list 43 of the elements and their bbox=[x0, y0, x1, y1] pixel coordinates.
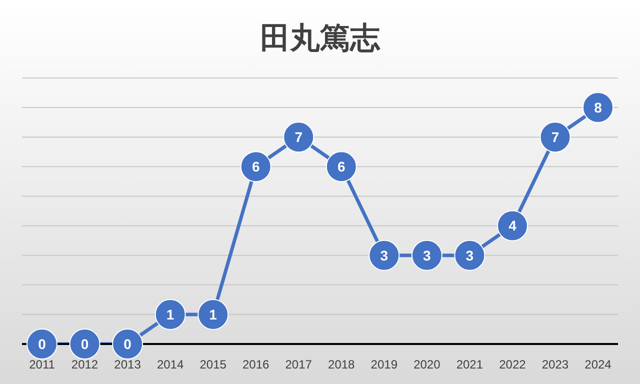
point bbox=[26, 328, 58, 360]
point bbox=[198, 298, 229, 330]
data-label: 0 bbox=[80, 336, 89, 352]
point bbox=[240, 151, 272, 182]
data-label: 0 bbox=[124, 336, 132, 352]
point bbox=[540, 122, 571, 153]
x-tick-label: 2018 bbox=[328, 358, 356, 372]
data-label: 4 bbox=[508, 218, 517, 234]
point bbox=[582, 92, 614, 124]
point bbox=[112, 328, 144, 360]
data-label: 1 bbox=[209, 306, 218, 322]
point bbox=[454, 240, 486, 271]
point bbox=[283, 122, 314, 153]
data-label: 3 bbox=[466, 247, 474, 264]
point bbox=[368, 240, 400, 271]
x-tick-label: 2023 bbox=[542, 358, 569, 372]
x-tick-label: 2024 bbox=[584, 358, 612, 372]
point bbox=[496, 210, 528, 242]
data-label: 8 bbox=[594, 100, 602, 116]
x-tick-label: 2015 bbox=[200, 358, 227, 372]
x-tick-label: 2017 bbox=[285, 358, 312, 372]
x-tick-label: 2019 bbox=[370, 358, 398, 372]
data-label: 6 bbox=[337, 158, 346, 175]
data-label: 3 bbox=[380, 247, 388, 264]
point bbox=[411, 240, 442, 271]
data-label: 6 bbox=[252, 158, 260, 175]
data-label: 3 bbox=[423, 247, 432, 264]
x-tick-label: 2022 bbox=[499, 358, 526, 372]
chart-title: 田丸篤志 bbox=[259, 21, 382, 57]
x-tick-label: 2016 bbox=[242, 358, 270, 372]
x-tick-label: 2012 bbox=[71, 358, 98, 372]
data-label: 0 bbox=[38, 336, 46, 352]
x-tick-label: 2011 bbox=[29, 358, 56, 372]
x-tick-label: 2014 bbox=[156, 358, 184, 372]
point bbox=[69, 328, 100, 360]
data-label: 1 bbox=[166, 306, 174, 322]
point bbox=[154, 298, 186, 330]
point bbox=[326, 151, 357, 182]
x-tick-label: 2021 bbox=[456, 358, 484, 372]
data-label: 7 bbox=[551, 129, 560, 146]
x-tick-label: 2013 bbox=[114, 358, 142, 372]
x-tick-label: 2020 bbox=[414, 358, 441, 372]
data-label: 7 bbox=[294, 129, 303, 146]
